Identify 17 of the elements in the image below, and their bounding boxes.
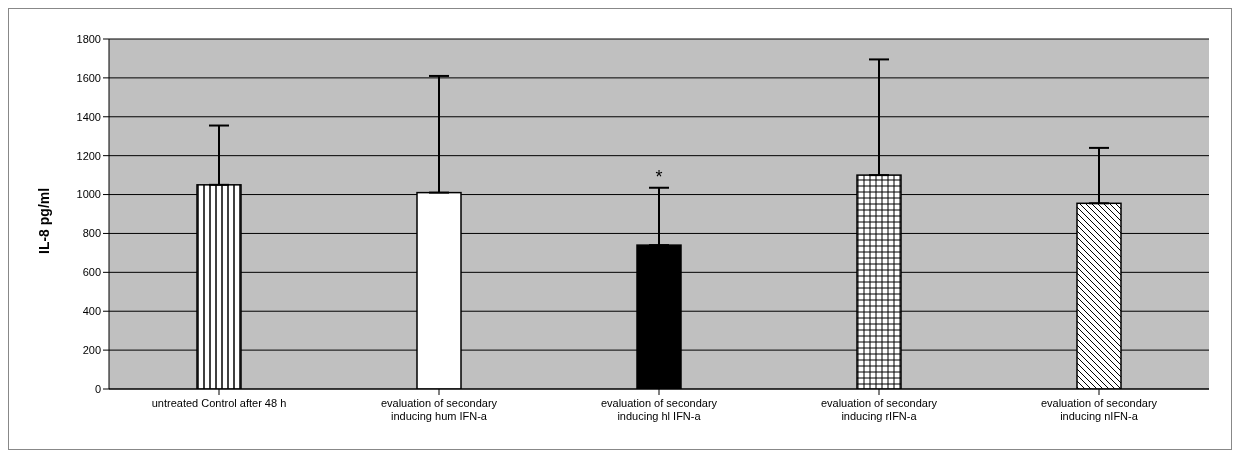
y-tick-label: 1200 — [76, 149, 101, 162]
x-tick-label: evaluation of secondary inducing hl IFN-a — [600, 397, 718, 422]
x-tick-label: untreated Control after 48 h — [151, 397, 287, 409]
y-axis-title: IL-8 pg/ml — [35, 187, 52, 254]
annotation: * — [655, 166, 663, 187]
y-tick-label: 400 — [82, 305, 101, 318]
x-tick-label: evaluation of secondary inducing nIFN-a — [1040, 397, 1158, 422]
y-tick-label: 800 — [82, 227, 101, 240]
y-tick-label: 1800 — [76, 32, 101, 45]
y-tick-label: 1400 — [76, 110, 101, 123]
y-tick-label: 1000 — [76, 188, 101, 201]
x-tick-label: evaluation of secondary inducing hum IFN-a — [380, 397, 498, 422]
y-tick-label: 0 — [94, 382, 101, 395]
y-tick-label: 600 — [82, 266, 101, 279]
x-tick-label: evaluation of secondary inducing rIFN-a — [820, 397, 938, 422]
y-tick-label: 1600 — [76, 71, 101, 84]
y-tick-label: 200 — [82, 344, 101, 357]
